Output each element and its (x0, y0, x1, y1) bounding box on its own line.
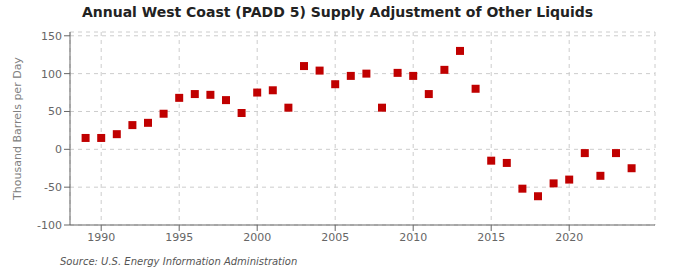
svg-text:0: 0 (55, 143, 62, 156)
svg-text:2000: 2000 (243, 231, 271, 244)
svg-text:100: 100 (41, 68, 62, 81)
svg-text:-100: -100 (37, 219, 62, 232)
html-text:Source: U.S. Energy Informatio: Source: U.S. Energy Information Administ… (60, 256, 298, 267)
svg-text:2010: 2010 (399, 231, 427, 244)
svg-text:150: 150 (41, 30, 62, 43)
svg-text:Thousand Barrels per Day: Thousand Barrels per Day (11, 57, 24, 201)
svg-text:2020: 2020 (555, 231, 583, 244)
svg-text:1990: 1990 (87, 231, 115, 244)
svg-text:2015: 2015 (477, 231, 505, 244)
svg-text:2005: 2005 (321, 231, 349, 244)
html-text:Annual West Coast (PADD 5) Sup: Annual West Coast (PADD 5) Supply Adjust… (81, 4, 594, 20)
svg-text:1995: 1995 (165, 231, 193, 244)
svg-text:50: 50 (48, 105, 62, 118)
svg-text:-50: -50 (44, 181, 62, 194)
